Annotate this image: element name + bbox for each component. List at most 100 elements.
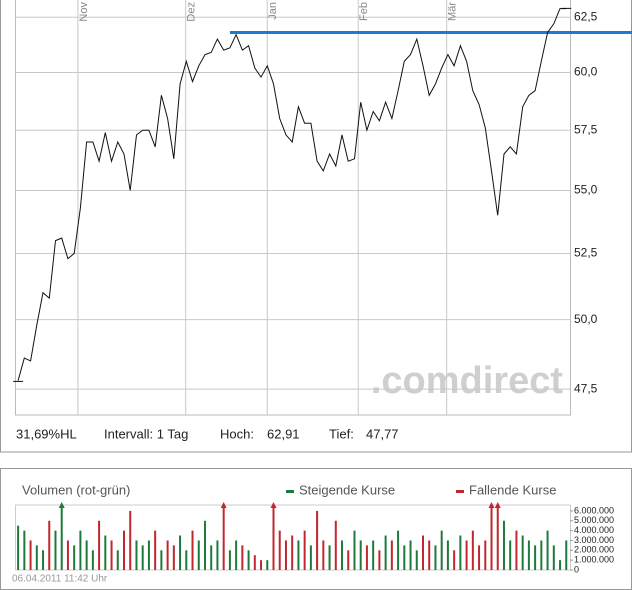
stat-interval: Intervall: 1 Tag (104, 426, 188, 441)
x-tick-label: Dez (186, 2, 198, 22)
volume-bar (191, 530, 194, 570)
volume-bar (353, 530, 356, 570)
volume-bar (372, 540, 375, 570)
volume-bar (559, 560, 562, 570)
volume-bar (521, 535, 524, 570)
volume-bar (415, 550, 418, 570)
overflow-arrow (270, 502, 277, 508)
overflow-arrow (220, 502, 227, 508)
volume-bar (284, 540, 287, 570)
volume-bar (129, 510, 132, 570)
x-tick-label: Mär (447, 2, 459, 21)
volume-bar (185, 550, 188, 570)
volume-bar (48, 520, 51, 570)
volume-bar (60, 505, 63, 570)
overflow-arrow (58, 502, 65, 508)
volume-bar (123, 530, 126, 570)
volume-bar (104, 535, 107, 570)
volume-bar (384, 535, 387, 570)
volume-bar (17, 525, 20, 570)
volume-bar (210, 545, 213, 570)
volume-bar (347, 550, 350, 570)
volume-bar (527, 540, 530, 570)
volume-bar (453, 550, 456, 570)
volume-bar (29, 540, 32, 570)
volume-bar (266, 560, 269, 570)
volume-bar (42, 550, 45, 570)
volume-bar (23, 530, 26, 570)
price-line (17, 8, 567, 381)
volume-bar (166, 540, 169, 570)
volume-bar (260, 560, 263, 570)
volume-bar (147, 540, 150, 570)
y-tick-label: 52,5 (574, 246, 598, 260)
y-tick-label: 50,0 (574, 312, 598, 326)
volume-bar (341, 540, 344, 570)
volume-bar (515, 530, 518, 570)
y-tick-label: 60,0 (574, 65, 598, 79)
y-tick-label: 62,5 (574, 9, 598, 23)
volume-bar (365, 545, 368, 570)
volume-bar (502, 520, 505, 570)
legend-label: Fallende Kurse (469, 482, 556, 497)
legend-swatch (456, 490, 464, 493)
volume-bar (91, 550, 94, 570)
volume-bar (328, 545, 331, 570)
timestamp: 06.04.2011 11:42 Uhr (12, 574, 108, 585)
volume-bar (359, 540, 362, 570)
legend-swatch (286, 490, 294, 493)
volume-title: Volumen (rot-grün) (22, 482, 130, 497)
y-tick-label: 57,5 (574, 122, 598, 136)
y-tick-label: 0 (574, 564, 579, 574)
volume-bar (303, 530, 306, 570)
volume-bar (440, 530, 443, 570)
stat-high-label: Hoch: (220, 426, 254, 441)
volume-bar (409, 540, 412, 570)
volume-bar (235, 540, 238, 570)
volume-bar (197, 540, 200, 570)
y-tick-label: 6.000.000 (574, 505, 614, 515)
volume-bar (110, 540, 113, 570)
y-tick-label: 1.000.000 (574, 555, 614, 565)
volume-bar (478, 545, 481, 570)
volume-bar (98, 520, 101, 570)
x-tick-label: Feb (358, 2, 370, 21)
volume-bar (216, 540, 219, 570)
volume-bar (141, 545, 144, 570)
volume-bar (428, 540, 431, 570)
stat-low: 47,77 (366, 426, 399, 441)
x-tick-label: Jan (267, 2, 279, 20)
y-tick-label: 4.000.000 (574, 525, 614, 535)
x-tick-label: Nov (78, 2, 90, 22)
volume-bar (496, 505, 499, 570)
volume-bar (465, 540, 468, 570)
volume-bar (309, 545, 312, 570)
volume-bar (297, 540, 300, 570)
volume-bar (54, 530, 57, 570)
volume-bar (160, 550, 163, 570)
volume-bar (434, 545, 437, 570)
volume-bar (85, 540, 88, 570)
overflow-arrow (488, 502, 495, 508)
volume-bar (73, 545, 76, 570)
y-tick-label: 5.000.000 (574, 515, 614, 525)
volume-bar (546, 530, 549, 570)
y-tick-label: 47,5 (574, 381, 598, 395)
y-tick-label: 2.000.000 (574, 545, 614, 555)
stat-high: 62,91 (267, 426, 300, 441)
volume-bar (403, 545, 406, 570)
volume-bar (490, 505, 493, 570)
volume-bar (534, 545, 537, 570)
overflow-arrow (494, 502, 501, 508)
volume-bar (241, 545, 244, 570)
volume-bar (540, 540, 543, 570)
volume-bar (459, 535, 462, 570)
volume-bar (291, 535, 294, 570)
legend-label: Steigende Kurse (299, 482, 395, 497)
volume-bar (390, 540, 393, 570)
volume-bar (378, 550, 381, 570)
watermark: .comdirect (371, 360, 564, 402)
volume-bar (421, 535, 424, 570)
volume-bar (509, 540, 512, 570)
